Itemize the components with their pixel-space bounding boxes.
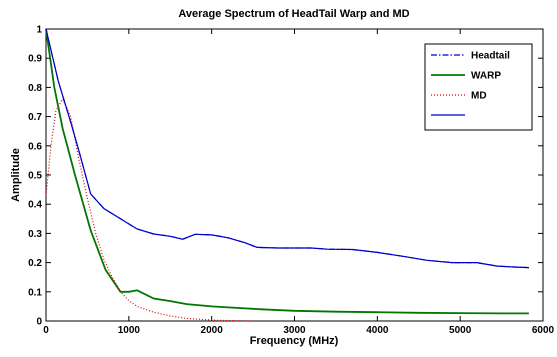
x-tick-label: 4000 [366,325,389,336]
y-tick-label: 0.2 [28,258,42,269]
x-tick-label: 5000 [449,325,472,336]
y-tick-label: 0.5 [28,171,42,182]
series-line-warp [45,28,529,315]
y-tick-label: 0.4 [28,200,42,211]
x-tick-label: 3000 [283,325,306,336]
x-tick-label: 0 [43,325,49,336]
legend-label: WARP [471,71,501,82]
y-tick-label: 1 [36,25,42,36]
x-axis-label: Frequency (MHz) [250,335,339,347]
x-tick-label: 6000 [532,325,555,336]
legend-box [424,43,533,131]
y-tick-label: 0.8 [28,83,42,94]
y-tick-label: 0.6 [28,141,42,152]
y-tick-label: 0.1 [28,287,42,298]
y-tick-label: 0.9 [28,54,42,65]
y-tick-label: 0.3 [28,229,42,240]
series-line-unnamed [45,28,529,269]
x-tick-label: 1000 [118,325,141,336]
chart-title: Average Spectrum of HeadTail Warp and MD [178,8,409,20]
x-tick-label: 2000 [201,325,224,336]
legend-label: MD [471,91,487,102]
y-tick-label: 0 [36,317,42,328]
legend: Headtail WARP MD [424,43,533,131]
y-axis-label: Amplitude [10,148,22,202]
axis-ticks: 0 1000 2000 3000 4000 5000 6000 0 0.1 0.2 0.3 0.4 0.… [28,25,554,337]
legend-label: Headtail [471,51,510,62]
y-tick-label: 0.7 [28,112,42,123]
series-lines [45,28,529,322]
